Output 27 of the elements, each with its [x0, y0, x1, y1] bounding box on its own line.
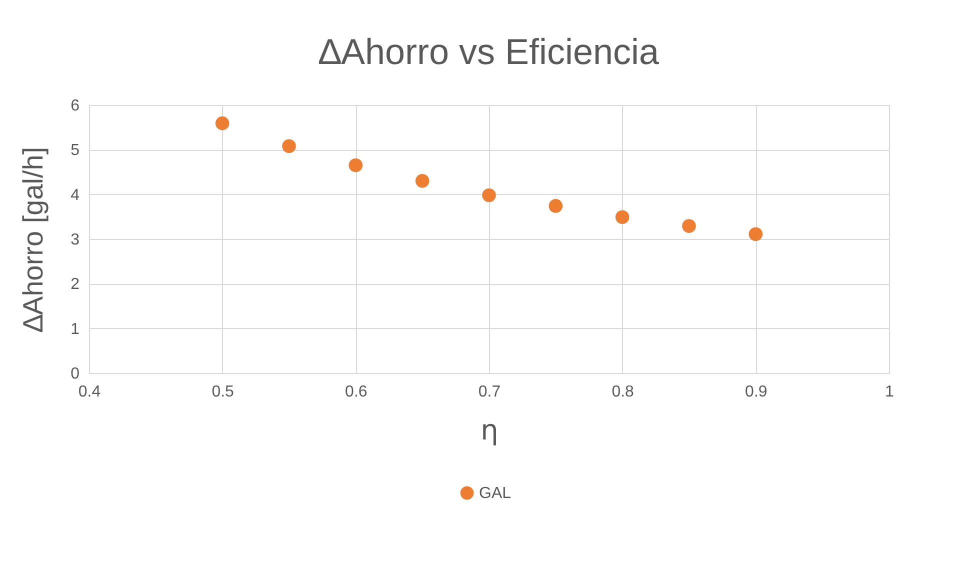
y-tick-label: 6 — [70, 98, 80, 114]
point — [682, 219, 696, 233]
x-tick-label: 0.7 — [478, 384, 501, 400]
point — [615, 210, 630, 224]
point — [548, 199, 563, 213]
x-tick-label: 0.8 — [612, 384, 634, 400]
point — [282, 139, 296, 153]
y-tick-label: 5 — [70, 142, 80, 160]
x-tick-label: 0.9 — [745, 384, 768, 400]
x-axis-title: η — [480, 414, 498, 446]
x-tick-label: 1 — [885, 384, 894, 400]
point — [215, 116, 230, 130]
y-tick-label: 1 — [70, 320, 80, 338]
legend-label: GAL — [479, 485, 512, 502]
y-tick-label: 3 — [70, 232, 80, 248]
chart-title: ∆Ahorro vs Eficiencia — [318, 31, 660, 72]
y-axis-title: ∆Ahorro [gal/h] — [18, 146, 49, 332]
point — [415, 174, 430, 188]
y-tick-label: 4 — [70, 186, 80, 204]
x-tick-label: 0.4 — [78, 384, 101, 400]
point — [748, 227, 763, 241]
x-tick-label: 0.6 — [345, 384, 368, 400]
point — [482, 188, 496, 202]
y-tick-label: 2 — [70, 276, 80, 294]
point — [348, 158, 363, 172]
y-tick-label: 0 — [70, 366, 80, 382]
x-tick-label: 0.5 — [212, 384, 234, 400]
